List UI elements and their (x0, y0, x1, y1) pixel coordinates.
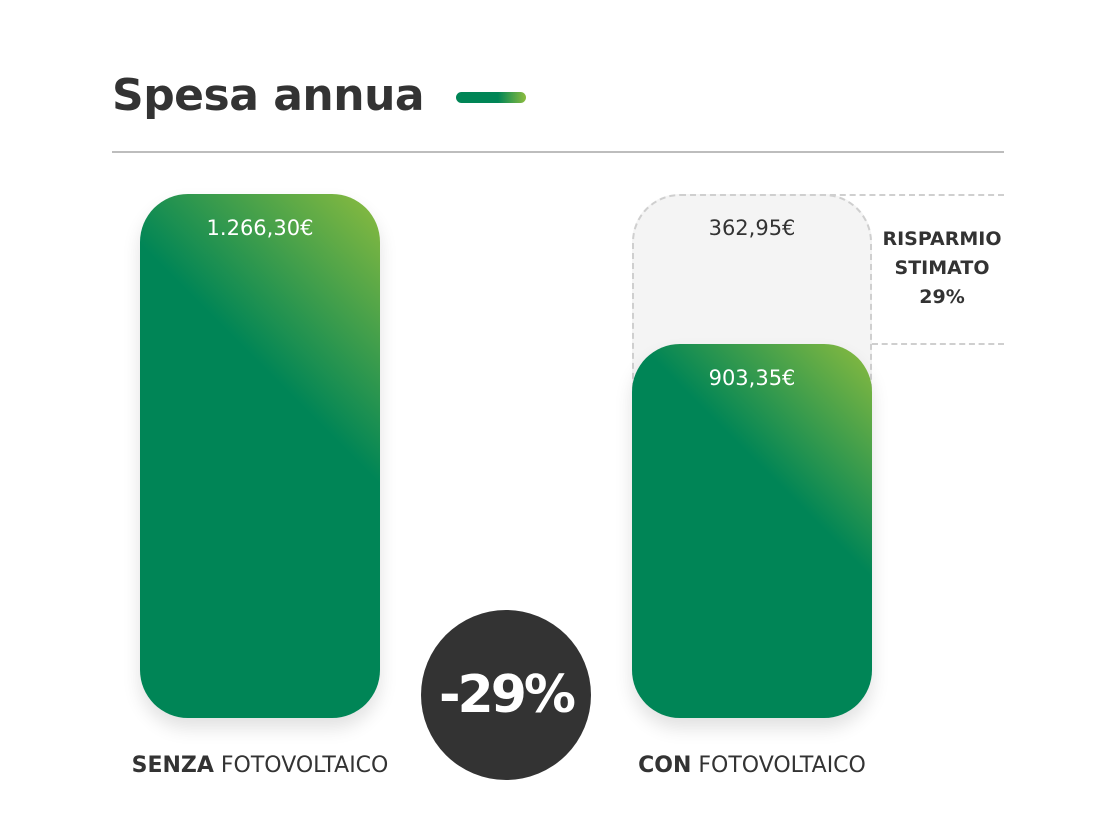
header-divider (112, 151, 1004, 153)
savings-annotation-line-2: STIMATO (894, 257, 990, 280)
bar-senza-fotovoltaico: 1.266,30€ (140, 194, 380, 718)
category-label-senza-bold: SENZA (131, 753, 214, 778)
savings-value-label: 362,95€ (708, 216, 796, 240)
category-label-senza: SENZA FOTOVOLTAICO (130, 753, 390, 778)
savings-percent-badge: -29% (421, 610, 591, 780)
title-accent-bar (456, 92, 527, 103)
category-label-con-bold: CON (638, 753, 692, 778)
savings-annotation-line-3: 29% (919, 286, 965, 309)
savings-annotation-line-1: RISPARMIO (882, 228, 1002, 251)
savings-guide-line-top (820, 194, 1004, 196)
savings-percent-badge-text: -29% (438, 665, 576, 725)
chart-header: Spesa annua (112, 70, 527, 121)
bar-value-label-senza: 1.266,30€ (206, 216, 314, 240)
category-label-senza-rest: FOTOVOLTAICO (213, 753, 389, 778)
savings-guide-line-bottom (872, 343, 1004, 346)
category-label-con-rest: FOTOVOLTAICO (691, 753, 866, 778)
savings-annotation: RISPARMIO STIMATO 29% (872, 225, 1012, 312)
bar-value-label-con: 903,35€ (708, 366, 796, 391)
chart-title: Spesa annua (112, 70, 425, 121)
bar-con-fotovoltaico: 903,35€ (632, 344, 872, 718)
category-label-con: CON FOTOVOLTAICO (622, 753, 882, 778)
